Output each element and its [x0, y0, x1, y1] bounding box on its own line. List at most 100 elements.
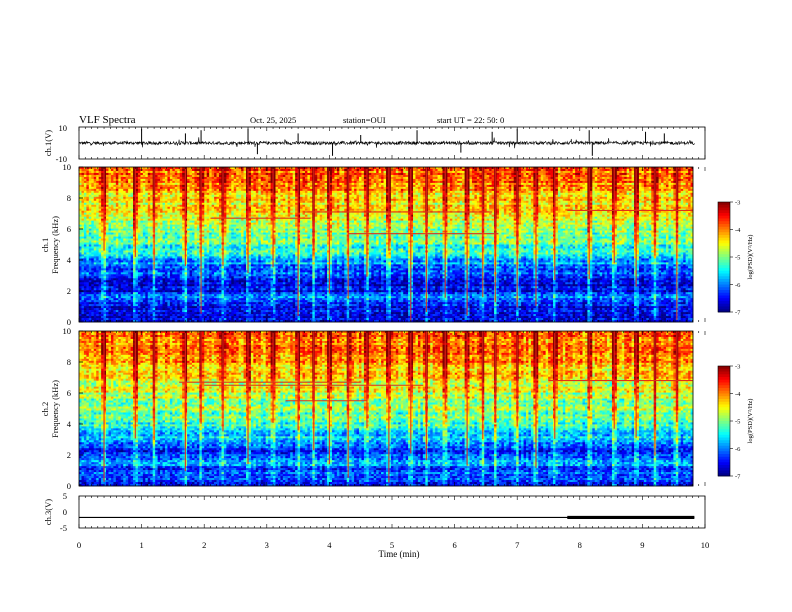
- spec-cell: [524, 175, 527, 177]
- spec-cell: [492, 187, 495, 189]
- spec-cell: [511, 173, 514, 175]
- spec-cell: [560, 193, 563, 195]
- spec-cell: [357, 181, 360, 183]
- spec-cell: [167, 191, 170, 193]
- spec-cell: [84, 197, 87, 199]
- spec-cell: [180, 191, 183, 193]
- spec-cell: [497, 177, 500, 179]
- spec-cell: [293, 187, 296, 189]
- spec-cell: [686, 179, 689, 181]
- spec-cell: [664, 185, 667, 187]
- spec-cell: [671, 181, 674, 183]
- spec-cell: [258, 179, 261, 181]
- spec-cell: [182, 189, 185, 191]
- spec-cell: [231, 197, 234, 199]
- spec-cell: [251, 179, 254, 181]
- spec-cell: [413, 169, 416, 171]
- spec-cell: [624, 173, 627, 175]
- spec-cell: [447, 195, 450, 197]
- spec-cell: [325, 175, 328, 177]
- spec-cell: [381, 173, 384, 175]
- spec-cell: [106, 175, 109, 177]
- spec-cell: [128, 181, 131, 183]
- spec-cell: [472, 189, 475, 191]
- spec-cell: [202, 175, 205, 177]
- spec-cell: [396, 183, 399, 185]
- spec-cell: [580, 189, 583, 191]
- spec-cell: [558, 169, 561, 171]
- spec-cell: [116, 189, 119, 191]
- spec-cell: [322, 189, 325, 191]
- spec-cell: [477, 195, 480, 197]
- spec-cell: [241, 169, 244, 171]
- spec-cell: [558, 175, 561, 177]
- spec-cell: [310, 189, 313, 191]
- spec-cell: [268, 181, 271, 183]
- spec-cell: [231, 195, 234, 197]
- spec-cell: [580, 177, 583, 179]
- spec-cell: [430, 191, 433, 193]
- spec-cell: [369, 193, 372, 195]
- spec-cell: [551, 193, 554, 195]
- spec-cell: [622, 177, 625, 179]
- spec-cell: [501, 181, 504, 183]
- spec-cell: [337, 193, 340, 195]
- spec-cell: [462, 179, 465, 181]
- spec-cell: [568, 195, 571, 197]
- spec-cell: [526, 187, 529, 189]
- spec-cell: [96, 169, 99, 171]
- spec-cell: [241, 185, 244, 187]
- spec-cell: [472, 191, 475, 193]
- spec-cell: [644, 169, 647, 171]
- spec-cell: [138, 195, 141, 197]
- spec-cell: [403, 185, 406, 187]
- spec-cell: [374, 191, 377, 193]
- spec-cell: [656, 179, 659, 181]
- spec-cell: [138, 185, 141, 187]
- spec-cell: [352, 179, 355, 181]
- spec-cell: [664, 181, 667, 183]
- spec-cell: [548, 185, 551, 187]
- figure-title: VLF Spectra: [79, 114, 136, 126]
- spec-cell: [447, 193, 450, 195]
- spec-cell: [504, 191, 507, 193]
- spec-cell: [268, 187, 271, 189]
- spec-cell: [197, 169, 200, 171]
- spec-cell: [128, 173, 131, 175]
- spec-cell: [555, 187, 558, 189]
- spec-cell: [479, 177, 482, 179]
- spec-cell: [86, 193, 89, 195]
- spec-cell: [244, 183, 247, 185]
- spec-cell: [622, 179, 625, 181]
- spec-cell: [474, 177, 477, 179]
- spec-cell: [251, 185, 254, 187]
- spec-cell: [361, 195, 364, 197]
- spec-cell: [560, 179, 563, 181]
- spec-cell: [300, 169, 303, 171]
- spec-cell: [305, 191, 308, 193]
- spec-cell: [293, 181, 296, 183]
- spec-cell: [131, 179, 134, 181]
- spec-cell: [158, 179, 161, 181]
- spec-cell: [401, 187, 404, 189]
- spec-cell: [194, 185, 197, 187]
- spec-cell: [337, 181, 340, 183]
- spec-cell: [430, 195, 433, 197]
- spec-cell: [172, 185, 175, 187]
- spec-cell: [288, 177, 291, 179]
- spec-cell: [182, 197, 185, 199]
- spec-cell: [639, 169, 642, 171]
- spec-cell: [641, 185, 644, 187]
- spec-cell: [474, 169, 477, 171]
- spec-cell: [511, 195, 514, 197]
- spec-cell: [84, 189, 87, 191]
- spec-cell: [595, 171, 598, 173]
- spec-cell: [548, 181, 551, 183]
- spec-cell: [111, 175, 114, 177]
- spec-cell: [656, 183, 659, 185]
- spec-cell: [310, 183, 313, 185]
- spec-cell: [207, 181, 210, 183]
- spec-cell: [364, 181, 367, 183]
- spec-cell: [349, 173, 352, 175]
- spec-cell: [681, 193, 684, 195]
